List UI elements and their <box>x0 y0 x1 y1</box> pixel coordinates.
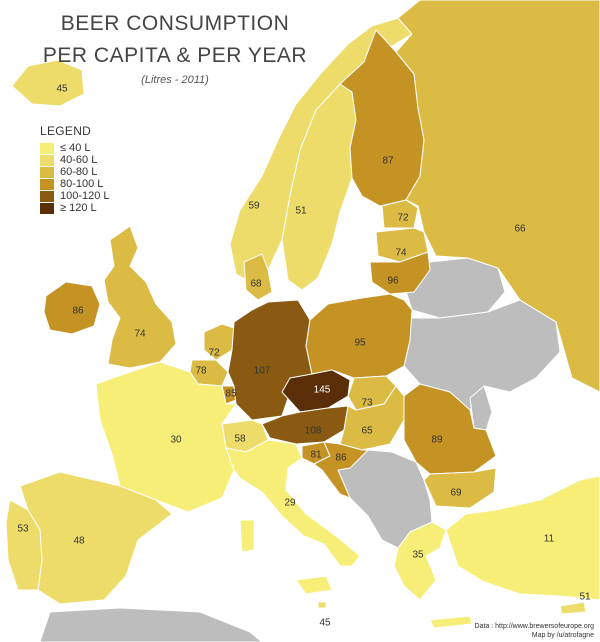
iceland-shape <box>11 59 85 107</box>
map-subtitle: (Litres - 2011) <box>141 74 209 86</box>
legend-label: 40-60 L <box>60 154 98 166</box>
turkey-value: 11 <box>544 534 555 545</box>
slovenia-value: 81 <box>310 450 322 461</box>
croatia-shape <box>313 441 370 499</box>
legend-item: 100-120 L <box>40 190 110 202</box>
denmark-shape <box>243 253 273 301</box>
country-shapes <box>5 0 600 629</box>
map-title-line2: PER CAPITA & PER YEAR <box>42 44 308 67</box>
no-data-regions <box>39 257 561 642</box>
legend-title: LEGEND <box>40 124 92 138</box>
russia-shape <box>395 0 600 393</box>
belarus-region <box>404 257 506 319</box>
sardinia-shape <box>239 519 255 553</box>
iceland-value: 45 <box>56 84 68 95</box>
france-value: 30 <box>170 435 182 446</box>
lithuania-shape <box>369 251 431 295</box>
legend: LEGEND ≤ 40 L 40-60 L 60-80 L 80-100 L 1… <box>40 124 110 214</box>
estonia-shape <box>381 199 419 229</box>
legend-label: 100-120 L <box>60 190 110 202</box>
italy-value: 29 <box>284 498 296 509</box>
russia-value: 66 <box>514 224 526 235</box>
malta-value: 45 <box>319 618 331 629</box>
legend-item: 60-80 L <box>40 166 110 178</box>
sweden-value: 51 <box>295 206 307 217</box>
ireland-value: 86 <box>72 306 84 317</box>
legend-swatch <box>40 178 54 190</box>
turkey-shape <box>445 475 600 601</box>
legend-item: 40-60 L <box>40 154 110 166</box>
legend-swatch <box>40 154 54 166</box>
map-author-credit: Map by /u/atrofagne <box>531 632 594 639</box>
switzerland-value: 58 <box>234 434 246 445</box>
legend-swatch <box>40 142 54 154</box>
legend-label: ≥ 120 L <box>60 202 97 214</box>
legend-label: ≤ 40 L <box>60 142 91 154</box>
ukraine-region <box>403 299 561 413</box>
luxembourg-value: 85 <box>225 389 237 400</box>
greece-value: 35 <box>412 550 424 561</box>
cyprus-value: 51 <box>579 592 591 603</box>
north-africa-region <box>39 607 263 642</box>
data-source-credit: Data : http://www.brewersofeurope.org <box>474 623 594 630</box>
legend-swatch <box>40 190 54 202</box>
legend-swatch <box>40 166 54 178</box>
norway-value: 59 <box>248 201 260 212</box>
croatia-value: 86 <box>335 453 347 464</box>
legend-swatch <box>40 202 54 214</box>
estonia-value: 72 <box>397 213 409 224</box>
credits: Data : http://www.brewersofeurope.org Ma… <box>475 622 594 640</box>
map-title-line1: BEER CONSUMPTION <box>60 12 290 35</box>
cyprus-shape <box>559 601 587 615</box>
legend-label: 80-100 L <box>60 178 104 190</box>
legend-item: ≤ 40 L <box>40 142 110 154</box>
romania-shape <box>403 383 497 475</box>
poland-value: 95 <box>354 338 366 349</box>
france-shape <box>95 361 237 513</box>
romania-value: 89 <box>431 435 443 446</box>
denmark-value: 68 <box>250 279 262 290</box>
portugal-shape <box>5 499 43 591</box>
uk-value: 74 <box>134 329 146 340</box>
austria-value: 108 <box>305 426 322 437</box>
bulgaria-value: 69 <box>450 488 462 499</box>
legend-item: 80-100 L <box>40 178 110 190</box>
belgium-value: 78 <box>195 366 207 377</box>
ireland-shape <box>43 281 101 335</box>
slovakia-value: 73 <box>361 398 373 409</box>
spain-value: 48 <box>73 536 85 547</box>
portugal-value: 53 <box>17 524 29 535</box>
germany-value: 107 <box>254 366 271 377</box>
latvia-value: 74 <box>395 248 407 259</box>
hungary-value: 65 <box>361 426 373 437</box>
sicily-shape <box>295 575 333 595</box>
greece-shape <box>393 521 447 601</box>
netherlands-value: 72 <box>208 348 220 359</box>
malta-shape <box>317 601 327 609</box>
legend-item: ≥ 120 L <box>40 202 110 214</box>
finland-value: 87 <box>382 156 394 167</box>
value-labels: 45 59 51 87 66 72 74 96 86 74 68 72 78 8… <box>17 84 591 629</box>
legend-label: 60-80 L <box>60 166 98 178</box>
czechia-value: 145 <box>314 385 331 396</box>
italy-shape <box>225 439 361 567</box>
bulgaria-shape <box>423 467 497 509</box>
lithuania-value: 96 <box>387 276 399 287</box>
crete-shape <box>429 615 473 629</box>
